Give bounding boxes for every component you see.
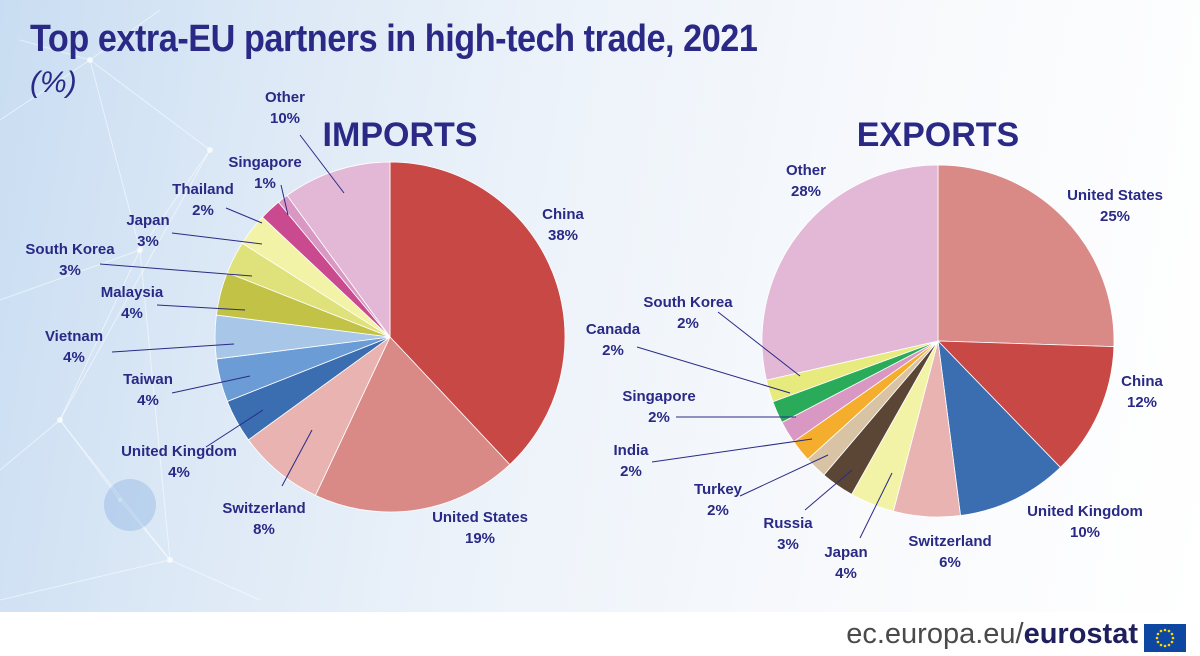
imports-slice-other (286, 161, 391, 339)
exports-leader-india (651, 438, 813, 463)
imports-pie: China 38% United States 19% Switzerland 8% Uni… (25, 89, 584, 547)
imports-leader-switzerland (281, 429, 313, 487)
exports-label-united-kingdom: United Kingdom 10% (1027, 503, 1143, 541)
exports-chart-title: EXPORTS (857, 116, 1019, 154)
imports-chart-title: IMPORTS (323, 116, 478, 154)
imports-label-malaysia: Malaysia 4% (101, 284, 164, 322)
exports-label-other: Other 28% (786, 162, 826, 200)
footer-domain: ec.europa.eu/ (846, 618, 1024, 650)
exports-leader-japan (859, 472, 893, 539)
imports-leader-thailand (225, 207, 263, 224)
exports-label-united-states: United States 25% (1067, 187, 1163, 225)
exports-slice-united-states (937, 164, 1115, 348)
imports-leader-south-korea (99, 263, 253, 277)
exports-slice-other (761, 164, 939, 381)
exports-slice-united-kingdom (937, 339, 1062, 517)
footer-source: ec.europa.eu/eurostat (846, 618, 1138, 651)
exports-label-turkey: Turkey 2% (694, 481, 743, 519)
exports-label-russia: Russia 3% (763, 515, 813, 553)
imports-label-south-korea: South Korea 3% (25, 241, 115, 279)
imports-leader-other (299, 134, 345, 194)
exports-label-singapore: Singapore 2% (622, 388, 695, 426)
exports-pie: United States 25% China 12% United Kingdom 10… (586, 162, 1164, 582)
imports-label-vietnam: Vietnam 4% (45, 328, 103, 366)
imports-label-japan: Japan 3% (126, 212, 169, 250)
imports-label-thailand: Thailand 2% (172, 181, 234, 219)
imports-leader-united-kingdom (205, 409, 264, 448)
exports-slice-china (937, 340, 1115, 468)
imports-leader-singapore (280, 184, 289, 216)
imports-label-other: Other 10% (265, 89, 305, 127)
exports-leader-south-korea (717, 311, 801, 377)
exports-label-canada: Canada 2% (586, 321, 641, 359)
imports-leader-vietnam (111, 343, 235, 353)
imports-slice-united-states (314, 336, 511, 513)
exports-label-south-korea: South Korea 2% (643, 294, 733, 332)
footer: ec.europa.eu/eurostat (0, 612, 1200, 656)
imports-label-united-states: United States 19% (432, 509, 528, 547)
imports-label-china: China 38% (542, 206, 584, 244)
exports-leader-russia (804, 469, 853, 511)
imports-slice-china (389, 161, 566, 466)
imports-label-switzerland: Switzerland 8% (222, 500, 305, 538)
exports-label-switzerland: Switzerland 6% (908, 533, 991, 571)
exports-label-india: India 2% (613, 442, 649, 480)
exports-leader-turkey (739, 454, 829, 497)
imports-label-united-kingdom: United Kingdom 4% (121, 443, 237, 481)
imports-leader-japan (171, 232, 263, 245)
footer-brand: eurostat (1023, 618, 1138, 650)
subtitle: (%) (30, 66, 77, 99)
exports-leader-canada (636, 346, 791, 394)
imports-leader-taiwan (171, 375, 251, 394)
eu-flag-icon (1144, 624, 1186, 652)
page-title: Top extra-EU partners in high-tech trade… (30, 18, 758, 60)
exports-label-japan: Japan 4% (824, 544, 867, 582)
imports-label-taiwan: Taiwan 4% (123, 371, 173, 409)
pie-charts: IMPORTS EXPORTS China 38% United States 19%… (25, 89, 1164, 582)
imports-label-singapore: Singapore 1% (228, 154, 301, 192)
exports-label-china: China 12% (1121, 373, 1163, 411)
imports-leader-malaysia (156, 304, 246, 311)
network-decoration (104, 479, 156, 531)
